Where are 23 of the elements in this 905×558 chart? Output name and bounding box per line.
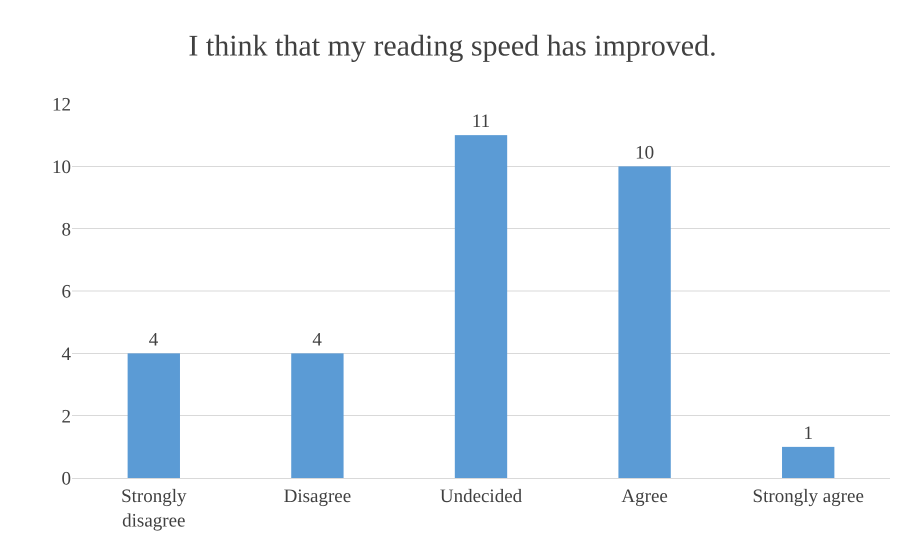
bar: [618, 166, 671, 478]
y-tick-label: 8: [62, 219, 71, 240]
data-label: 10: [635, 142, 654, 164]
x-tick-label: Undecided: [440, 486, 523, 507]
bar: [454, 135, 508, 478]
y-tick-label: 12: [52, 94, 71, 116]
bar: [291, 353, 344, 478]
x-tick-label: Disagree: [284, 486, 352, 507]
y-tick-label: 4: [62, 344, 72, 365]
data-label: 4: [148, 329, 159, 350]
data-label: 4: [312, 329, 322, 350]
y-tick-label: 2: [62, 406, 71, 428]
data-label: 11: [472, 111, 490, 132]
x-tick-label: Agree: [621, 486, 668, 507]
y-tick-label: 10: [52, 156, 71, 178]
y-tick-label: 6: [62, 282, 71, 303]
x-tick-label: Strongly agree: [752, 486, 864, 507]
x-tick-label: Strongly disagree: [121, 486, 188, 532]
y-tick-label: 0: [62, 468, 71, 490]
chart-title: I think that my reading speed has improved.: [188, 30, 717, 62]
data-label: 1: [803, 422, 813, 444]
bar: [128, 353, 180, 478]
bar: [782, 446, 834, 478]
